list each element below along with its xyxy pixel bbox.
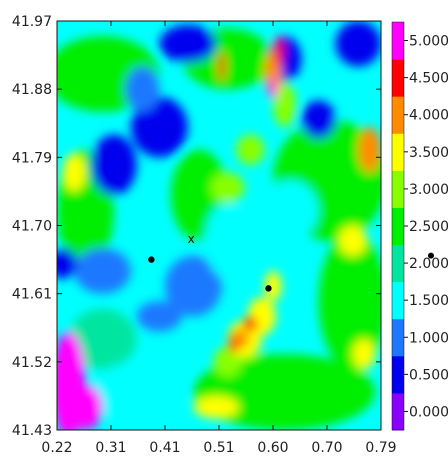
colorbar-tick-label: 2.500 (409, 219, 448, 235)
heatmap-cell (269, 77, 277, 101)
colorbar-tick-label: 3.500 (409, 145, 448, 161)
colorbar-swatch (392, 281, 404, 320)
colorbar-swatch (392, 96, 404, 134)
heatmap-cell (228, 340, 238, 353)
colorbar-swatch (392, 392, 404, 431)
heatmap-cell (68, 384, 103, 430)
colorbar-swatch (392, 244, 404, 283)
colorbar-swatch (392, 355, 404, 394)
x-tick-label: 0.60 (257, 440, 288, 456)
heatmap-cell (338, 225, 367, 256)
colorbar-swatch (392, 133, 404, 171)
heatmap-cell (193, 354, 376, 430)
heatmap-cell (68, 308, 137, 370)
colorbar-swatch (392, 207, 404, 246)
colorbar-tick-label: 1.500 (409, 293, 448, 309)
heatmap-cell (301, 100, 336, 139)
heatmap-cell (274, 36, 284, 67)
y-tick-label: 41.79 (12, 150, 52, 166)
heatmap-cell (136, 301, 183, 332)
heatmap-cell (204, 202, 251, 279)
x-tick-label: 0.51 (203, 440, 234, 456)
colorbar-swatch (392, 22, 404, 60)
heatmap-cell (318, 233, 381, 370)
heatmap-cell (74, 248, 131, 294)
heatmap-cell (261, 180, 319, 241)
colorbar-swatch (392, 59, 404, 97)
heatmap-cell (159, 24, 217, 63)
heatmap-cell (335, 21, 381, 67)
plot-area (57, 21, 381, 430)
colorbar-tick-label: 4.500 (409, 71, 448, 87)
heatmap-cell (210, 172, 245, 203)
heatmap-cell (358, 127, 381, 173)
colorbar-tick-label: 2.000 (409, 256, 448, 272)
colorbar-tick-label: 4.000 (409, 108, 448, 124)
heatmap-cell (218, 51, 226, 82)
y-tick-label: 41.61 (12, 287, 52, 303)
heatmap-cell (273, 81, 296, 128)
station-dot (265, 285, 272, 292)
heatmap-cell (125, 66, 160, 112)
heatmap-cell (236, 134, 265, 165)
heatmap-cell (91, 361, 183, 423)
y-tick-label: 41.52 (12, 355, 52, 371)
reference-marker-x: x (188, 232, 195, 246)
heatmap-cell (165, 255, 222, 317)
colorbar-swatch (392, 318, 404, 357)
colorbar: 0.000 0.500 1.000 1.500 2.000 2.500 3.000 3.500… (391, 21, 448, 431)
x-axis-ticks: 0.22 0.31 0.41 0.51 0.60 0.70 0.79 (41, 21, 397, 456)
heatmap-field (57, 21, 381, 430)
colorbar-tick-label: 5.000 (409, 34, 448, 50)
x-tick-label: 0.70 (311, 440, 342, 456)
heatmap-cell (352, 339, 376, 370)
heatmap-cell (130, 96, 188, 158)
colorbar-tick-label: 1.000 (409, 330, 448, 346)
y-tick-label: 41.88 (12, 82, 52, 98)
x-tick-label: 0.41 (149, 440, 180, 456)
colorbar-swatch (392, 170, 404, 208)
heatmap-cell (62, 153, 86, 192)
x-tick-label: 0.31 (95, 440, 126, 456)
y-tick-label: 41.97 (12, 14, 52, 30)
heatmap-cell (57, 248, 77, 279)
colorbar-tick-label: 3.000 (409, 182, 448, 198)
x-tick-label: 0.79 (365, 440, 396, 456)
plot-markers: x (148, 232, 272, 292)
y-tick-label: 41.43 (12, 423, 52, 439)
x-tick-label: 0.22 (41, 440, 72, 456)
y-axis-ticks: 41.43 41.52 41.61 41.70 41.79 41.88 41.97 (12, 14, 381, 439)
y-tick-label: 41.70 (12, 219, 52, 235)
heatmap-cell (264, 270, 282, 302)
colorbar-tick-label: 0.500 (409, 367, 448, 383)
heatmap-cell (91, 134, 137, 196)
heatmap-cell (243, 316, 258, 332)
colorbar-tick-label: 0.000 (409, 404, 448, 420)
station-dot (148, 256, 155, 263)
colorbar-value-marker (428, 252, 434, 259)
heatmap-cell (193, 395, 239, 419)
